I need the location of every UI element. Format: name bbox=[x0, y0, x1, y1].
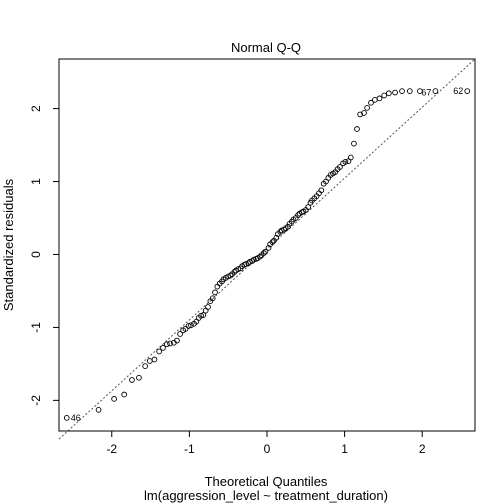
chart-title: Normal Q-Q bbox=[231, 40, 301, 55]
data-point bbox=[351, 140, 357, 147]
data-point bbox=[392, 89, 398, 96]
data-point bbox=[95, 406, 102, 413]
data-point bbox=[265, 245, 272, 251]
data-point bbox=[257, 253, 263, 260]
data-point bbox=[364, 105, 370, 111]
data-point bbox=[269, 239, 276, 245]
data-point bbox=[167, 340, 173, 347]
data-point bbox=[63, 415, 70, 421]
data-point bbox=[406, 88, 413, 94]
y-tick-label: -1 bbox=[29, 322, 43, 333]
x-axis: -2 -1 0 1 2 bbox=[106, 431, 426, 456]
data-point bbox=[261, 250, 267, 256]
y-tick-label: 2 bbox=[29, 105, 43, 112]
data-point bbox=[121, 391, 128, 398]
qq-reference-line bbox=[58, 58, 476, 440]
data-point bbox=[177, 331, 183, 337]
data-point bbox=[136, 374, 142, 381]
data-point bbox=[337, 164, 343, 170]
data-point bbox=[295, 212, 301, 218]
data-point bbox=[417, 88, 423, 94]
reference-line-layer bbox=[58, 58, 476, 440]
data-point bbox=[231, 269, 238, 275]
data-point bbox=[129, 377, 135, 383]
data-point bbox=[285, 223, 291, 230]
data-point bbox=[212, 289, 218, 296]
data-point bbox=[273, 234, 280, 241]
data-point bbox=[198, 312, 204, 319]
plot-frame bbox=[58, 58, 476, 432]
x-tick-label: 1 bbox=[341, 442, 348, 456]
y-axis: -2 -1 0 1 2 bbox=[29, 105, 59, 406]
x-axis-label: Theoretical Quantiles bbox=[205, 474, 328, 489]
data-point bbox=[182, 326, 189, 332]
x-tick-label: -1 bbox=[184, 442, 195, 456]
x-tick-label: -2 bbox=[106, 442, 117, 456]
data-point bbox=[432, 88, 439, 94]
data-point bbox=[347, 154, 354, 161]
x-tick-label: 0 bbox=[264, 442, 271, 456]
data-point bbox=[160, 344, 166, 351]
point-label: 46 bbox=[71, 413, 81, 423]
y-tick-label: 1 bbox=[29, 178, 43, 185]
data-point bbox=[372, 96, 378, 103]
data-point bbox=[342, 158, 349, 165]
x-tick-label: 2 bbox=[419, 442, 426, 456]
data-point bbox=[227, 272, 234, 279]
data-point bbox=[185, 323, 192, 329]
data-point bbox=[151, 356, 158, 363]
data-point bbox=[361, 110, 367, 116]
data-point bbox=[156, 348, 162, 355]
data-point bbox=[399, 88, 405, 94]
data-point bbox=[235, 266, 242, 272]
data-point bbox=[368, 99, 374, 106]
y-tick-label: -2 bbox=[29, 395, 43, 406]
data-point bbox=[205, 304, 211, 310]
data-point bbox=[262, 248, 269, 255]
data-point bbox=[164, 341, 170, 348]
x-axis-subtitle: lm(aggression_level ~ treatment_duration… bbox=[144, 488, 388, 503]
data-point bbox=[146, 358, 153, 364]
points-layer bbox=[63, 88, 471, 421]
data-point bbox=[386, 90, 392, 97]
data-point bbox=[464, 88, 471, 94]
point-label: 62 bbox=[453, 86, 463, 96]
point-labels-layer: 46 67 62 bbox=[71, 86, 463, 423]
y-tick-label: 0 bbox=[29, 251, 43, 258]
data-point bbox=[354, 126, 360, 132]
point-label: 67 bbox=[421, 88, 431, 98]
data-point bbox=[200, 312, 207, 318]
data-point bbox=[111, 396, 117, 402]
data-point bbox=[142, 363, 148, 369]
data-point bbox=[174, 337, 180, 344]
data-point bbox=[188, 322, 194, 329]
data-point bbox=[381, 92, 388, 99]
data-point bbox=[281, 226, 287, 233]
data-point bbox=[305, 204, 311, 210]
y-axis-label: Standardized residuals bbox=[1, 178, 16, 311]
data-point bbox=[376, 95, 383, 102]
data-point bbox=[209, 295, 216, 302]
data-point bbox=[318, 187, 325, 194]
